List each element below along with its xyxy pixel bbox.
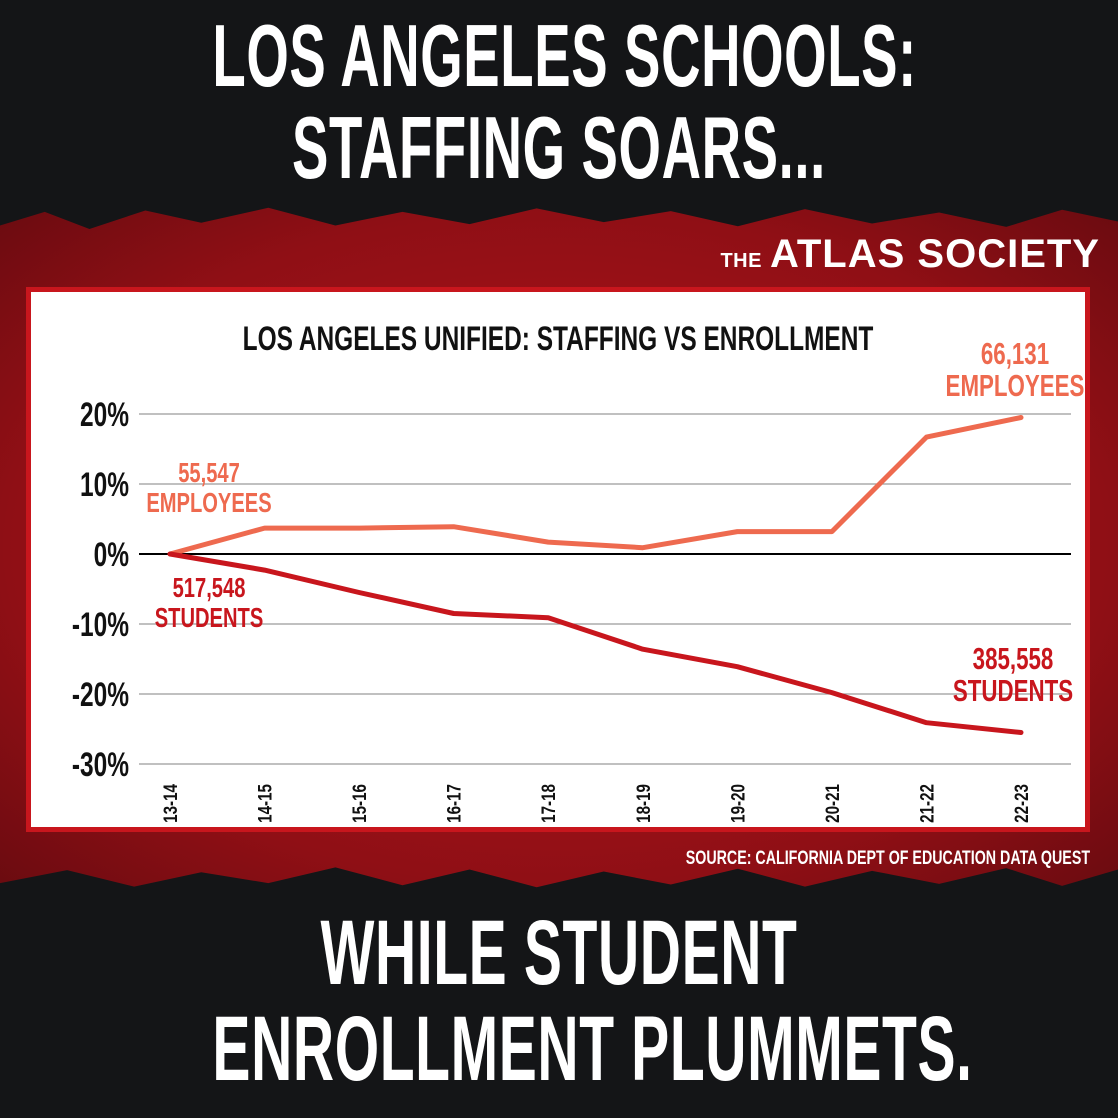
y-tick-label: -20%: [72, 676, 129, 714]
footer-line-2: ENROLLMENT PLUMMETS.: [212, 998, 973, 1100]
y-tick-label: 20%: [80, 396, 129, 434]
x-tick-label: 22-23: [1010, 784, 1032, 823]
series-point-students: [263, 568, 267, 572]
x-tick-label: 19-20: [727, 784, 749, 823]
annotation-label: STUDENTS: [953, 673, 1073, 707]
y-tick-label: 10%: [80, 466, 129, 504]
series-point-employees: [830, 530, 834, 534]
series-point-students: [1019, 731, 1023, 734]
x-tick-label: 21-22: [916, 784, 938, 823]
series-point-students: [452, 612, 456, 615]
series-line-employees: [167, 415, 1024, 557]
y-axis-ticks: 20% 10% 0% -10% -20% -30%: [72, 396, 129, 784]
annotation-label: STUDENTS: [155, 603, 264, 634]
headline: LOS ANGELES SCHOOLS: STAFFING SOARS...: [0, 10, 1118, 194]
headline-line-1: LOS ANGELES SCHOOLS:: [212, 6, 917, 105]
series-point-students: [168, 552, 172, 556]
y-tick-label: 0%: [94, 536, 129, 574]
footer-headline: WHILE STUDENT ENROLLMENT PLUMMETS.: [0, 905, 1118, 1097]
brand-name: ATLAS SOCIETY: [769, 232, 1100, 276]
chart-card: LOS ANGELES UNIFIED: STAFFING VS ENROLLM…: [26, 287, 1090, 832]
series-point-employees: [452, 525, 456, 529]
series-point-employees: [546, 540, 550, 544]
source-note: SOURCE: CALIFORNIA DEPT OF EDUCATION DAT…: [685, 848, 1090, 869]
annotation-value: 385,558: [973, 641, 1054, 675]
data-annotations: 55,547EMPLOYEES517,548STUDENTS66,131EMPL…: [146, 336, 1084, 707]
annotation-value: 66,131: [981, 336, 1049, 370]
series-point-students: [357, 591, 361, 594]
brand-the: THE: [720, 250, 762, 272]
series-point-students: [641, 647, 645, 651]
series-point-employees: [263, 526, 267, 530]
y-tick-label: -10%: [72, 606, 129, 644]
series-point-employees: [924, 435, 928, 439]
brand-logo: THE ATLAS SOCIETY: [720, 232, 1100, 277]
annotation-value: 55,547: [178, 458, 240, 489]
series-point-students: [546, 616, 550, 620]
x-tick-label: 17-18: [538, 784, 560, 823]
chart-title: LOS ANGELES UNIFIED: STAFFING VS ENROLLM…: [243, 320, 874, 358]
series-point-employees: [1019, 416, 1023, 419]
series-point-students: [735, 665, 739, 669]
series-point-employees: [641, 546, 645, 550]
line-chart: LOS ANGELES UNIFIED: STAFFING VS ENROLLM…: [72, 320, 1085, 823]
x-tick-label: 14-15: [254, 784, 276, 823]
headline-line-2: STAFFING SOARS...: [292, 98, 826, 197]
x-tick-label: 16-17: [443, 784, 465, 823]
annotation-value: 517,548: [173, 573, 246, 604]
grid-lines: [139, 413, 1071, 765]
x-tick-label: 15-16: [348, 784, 370, 823]
series-point-employees: [357, 526, 361, 530]
series-line-students: [167, 551, 1024, 735]
x-tick-label: 20-21: [821, 784, 843, 823]
series-point-students: [924, 721, 928, 725]
series-lines: [167, 415, 1024, 735]
footer-line-1: WHILE STUDENT: [320, 902, 798, 1004]
annotation-label: EMPLOYEES: [946, 368, 1085, 402]
x-axis-ticks: 13-14 14-15 15-16 16-17 17-18 18-19 19-20 20-21…: [159, 784, 1032, 823]
x-tick-label: 18-19: [632, 784, 654, 823]
series-point-students: [830, 691, 834, 695]
x-tick-label: 13-14: [159, 784, 181, 823]
series-point-employees: [735, 530, 739, 534]
annotation-label: EMPLOYEES: [146, 488, 271, 519]
y-tick-label: -30%: [72, 746, 129, 784]
